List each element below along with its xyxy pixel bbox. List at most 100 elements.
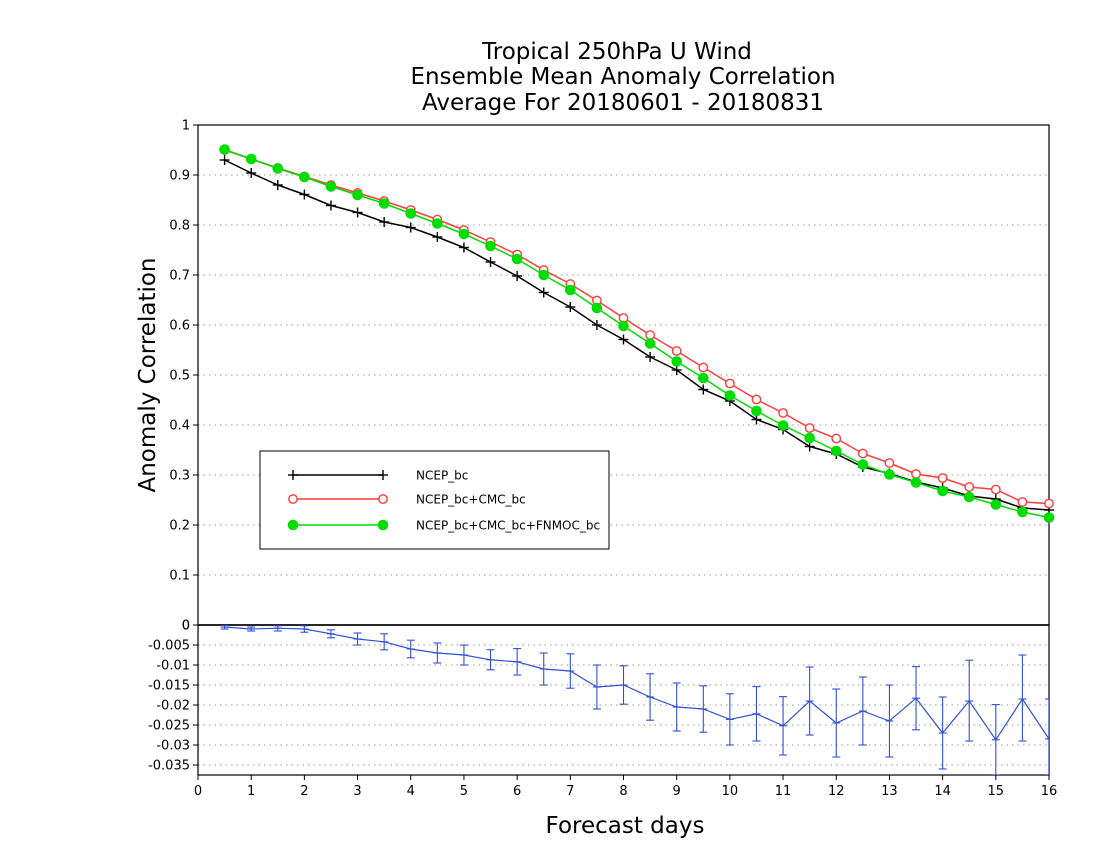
legend-box xyxy=(259,450,610,550)
y-tick-label: -0.01 xyxy=(156,659,190,674)
data-point-filled-circle xyxy=(697,372,709,384)
error-bar xyxy=(619,665,628,705)
data-point-plus xyxy=(432,232,443,242)
chart-legend: NCEP_bc NCEP_bc+CMC_bc NCEP_bc+CMC_bc+FNMO… xyxy=(259,450,610,550)
x-tick-label: 7 xyxy=(566,784,574,799)
data-point-open-circle xyxy=(884,458,895,468)
data-point-filled-circle xyxy=(432,218,443,229)
error-bar xyxy=(725,693,734,746)
data-point-filled-circle xyxy=(378,198,390,209)
data-point-filled-circle xyxy=(724,390,736,401)
data-point-open-circle xyxy=(1017,497,1028,507)
data-point-plus xyxy=(698,384,709,395)
data-point-plus xyxy=(272,180,283,190)
data-point-open-circle xyxy=(857,448,868,459)
data-point-filled-circle xyxy=(963,491,975,503)
error-bar xyxy=(858,676,867,746)
chart-title-line-3: Average For 20180601 - 20180831 xyxy=(422,90,824,116)
error-bar xyxy=(699,685,708,733)
data-point-open-circle xyxy=(778,408,788,418)
data-point-open-circle xyxy=(831,433,842,444)
data-point-filled-circle xyxy=(857,459,869,470)
error-bar xyxy=(566,653,575,689)
error-bar xyxy=(938,696,947,770)
legend-entry-2: NCEP_bc+CMC_bc xyxy=(288,493,526,507)
data-point-filled-circle xyxy=(937,485,948,497)
legend-marker-open-circle xyxy=(288,494,298,504)
y-tick-label: -0.03 xyxy=(156,739,190,754)
data-point-filled-circle xyxy=(511,253,523,265)
y-tick-label: 0.3 xyxy=(169,469,190,484)
error-bar xyxy=(247,626,256,632)
series-3-group xyxy=(219,144,1055,523)
data-point-plus xyxy=(405,222,416,233)
data-point-open-circle xyxy=(671,346,682,356)
x-tick-label: 4 xyxy=(407,784,415,799)
difference-series-group xyxy=(220,625,1049,775)
x-axis-label: Forecast days xyxy=(546,813,705,839)
data-point-filled-circle xyxy=(299,171,310,183)
data-point-filled-circle xyxy=(830,445,842,457)
x-tick-label: 9 xyxy=(673,784,681,799)
error-bar xyxy=(380,633,389,651)
x-tick-label: 14 xyxy=(934,784,951,799)
x-tick-label: 13 xyxy=(881,784,898,799)
data-point-open-circle xyxy=(964,482,975,492)
data-point-open-circle xyxy=(645,330,655,340)
data-point-filled-circle xyxy=(1017,506,1028,518)
y-tick-label: 1 xyxy=(182,119,190,134)
y-tick-label: -0.02 xyxy=(156,699,190,714)
data-point-filled-circle xyxy=(777,420,789,431)
y-tick-label: 0 xyxy=(182,619,190,634)
data-point-filled-circle xyxy=(990,499,1002,510)
x-tick-label: 16 xyxy=(1041,784,1058,799)
error-bar xyxy=(646,673,655,721)
error-bar xyxy=(672,682,681,732)
chart-title-line-1: Tropical 250hPa U Wind xyxy=(481,39,752,65)
x-tick-label: 10 xyxy=(722,784,739,799)
x-tick-label: 12 xyxy=(828,784,845,799)
difference-line xyxy=(224,626,1049,741)
x-tick-label: 1 xyxy=(247,784,255,799)
error-bar xyxy=(486,649,495,671)
data-point-filled-circle xyxy=(485,240,496,252)
y-tick-label: 0 xyxy=(182,619,190,634)
data-point-open-circle xyxy=(1044,498,1054,509)
legend-marker-open-circle xyxy=(378,494,388,504)
error-bar xyxy=(912,666,921,731)
data-point-open-circle xyxy=(804,423,815,433)
x-tick-label: 15 xyxy=(988,784,1005,799)
x-tick-label: 11 xyxy=(775,784,792,799)
y-tick-label: -0.005 xyxy=(148,639,190,654)
error-bar xyxy=(592,664,601,710)
error-bar xyxy=(433,642,442,664)
data-point-filled-circle xyxy=(1043,512,1055,523)
data-point-plus xyxy=(299,189,310,200)
data-point-filled-circle xyxy=(884,469,895,480)
y-tick-label: 0.2 xyxy=(169,519,190,534)
data-point-plus xyxy=(538,287,549,298)
data-point-open-circle xyxy=(751,394,762,405)
data-point-plus xyxy=(512,271,523,281)
y-tick-label: 0.4 xyxy=(169,419,190,434)
error-bar xyxy=(752,686,761,742)
data-point-filled-circle xyxy=(352,189,363,201)
error-bar xyxy=(273,625,282,632)
legend-label: NCEP_bc xyxy=(416,469,468,483)
y-tick-label: 0.5 xyxy=(169,369,190,384)
data-point-filled-circle xyxy=(804,432,815,444)
data-point-filled-circle xyxy=(458,228,470,240)
data-point-open-circle xyxy=(698,362,709,373)
data-point-filled-circle xyxy=(272,163,284,174)
y-tick-label: 0.8 xyxy=(169,219,190,234)
data-point-filled-circle xyxy=(565,284,576,296)
data-point-filled-circle xyxy=(591,302,603,314)
legend-marker-plus xyxy=(378,470,388,480)
chart-title-line-2: Ensemble Mean Anomaly Correlation xyxy=(410,64,835,90)
data-point-plus xyxy=(591,320,602,330)
data-point-plus xyxy=(458,242,469,253)
data-point-filled-circle xyxy=(219,144,230,155)
x-tick-label: 6 xyxy=(513,784,521,799)
y-tick-label: -0.025 xyxy=(148,719,190,734)
